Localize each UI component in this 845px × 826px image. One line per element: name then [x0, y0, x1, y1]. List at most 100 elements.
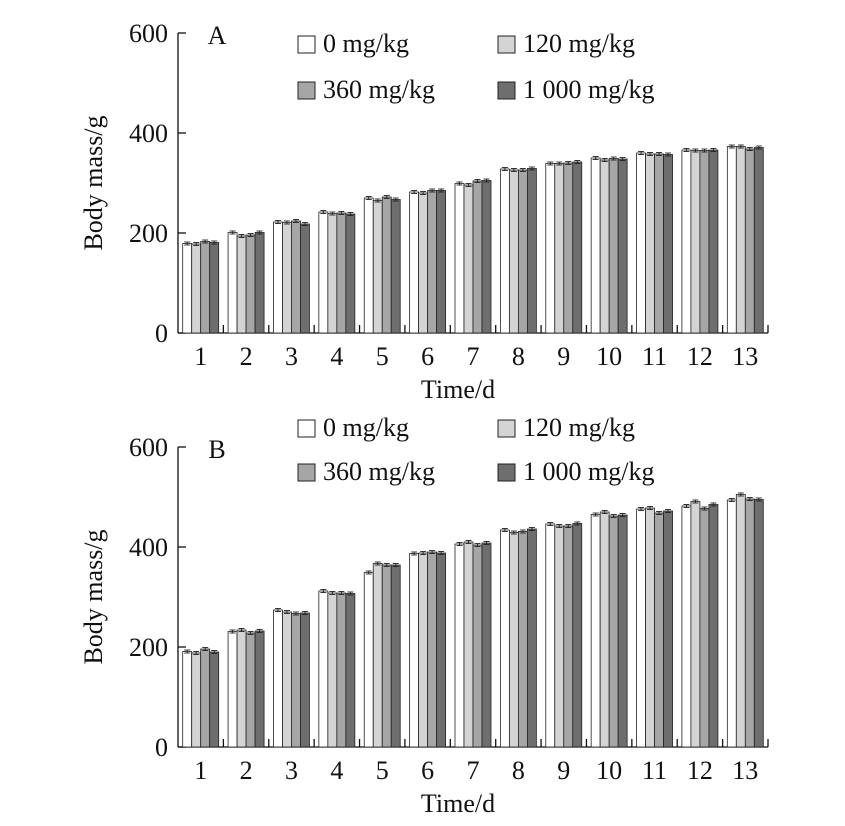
bar-2-day-9: [554, 525, 565, 748]
bar-1-day-9: [545, 523, 556, 748]
x-tick-label: 9: [557, 756, 570, 785]
bar-4-day-3: [300, 223, 310, 334]
bar-1-day-4: [318, 590, 329, 748]
bar-3-day-9: [563, 525, 574, 748]
bar-4-day-9: [572, 523, 583, 748]
bar-4-day-12: [708, 504, 719, 748]
bar-1-day-2: [227, 631, 238, 748]
bar-2-day-4: [327, 592, 338, 748]
bar-1-day-12: [681, 149, 692, 334]
bar-3-day-10: [608, 515, 619, 748]
bar-1-day-2: [227, 232, 238, 334]
bar-2-day-7: [463, 184, 474, 334]
x-tick-label: 6: [421, 756, 434, 785]
bar-1-day-7: [454, 543, 465, 748]
bar-3-day-4: [336, 212, 347, 334]
x-tick-label: 1: [194, 756, 207, 785]
legend-label: 120 mg/kg: [523, 413, 635, 442]
bar-4-day-10: [617, 514, 628, 748]
bar-2-day-12: [690, 150, 701, 334]
bar-1-day-10: [590, 157, 601, 334]
legend-label: 0 mg/kg: [323, 29, 409, 58]
bar-4-day-4: [345, 593, 356, 748]
bar-3-day-12: [699, 150, 710, 334]
bar-1-day-7: [454, 183, 465, 334]
y-tick-label: 400: [129, 119, 168, 148]
bar-4-day-7: [481, 180, 492, 334]
y-tick-label: 400: [129, 533, 168, 562]
legend-swatch: [297, 463, 316, 482]
bar-4-day-11: [663, 510, 673, 748]
bar-3-day-13: [744, 148, 755, 334]
bar-4-day-1: [209, 651, 220, 748]
bar-4-day-1: [209, 242, 220, 334]
bar-3-day-6: [427, 551, 438, 748]
legend-label: 1 000 mg/kg: [523, 75, 654, 104]
bar-1-day-5: [363, 572, 374, 748]
y-tick-label: 0: [155, 319, 168, 348]
bar-4-day-7: [481, 542, 492, 748]
bar-2-day-3: [282, 222, 292, 334]
bar-1-day-6: [409, 553, 420, 748]
x-tick-label: 10: [596, 756, 622, 785]
panel-label: B: [208, 435, 225, 464]
legend-swatch: [297, 419, 316, 438]
legend-swatch: [297, 81, 316, 100]
bar-3-day-10: [608, 158, 619, 334]
bar-4-day-12: [708, 149, 719, 334]
bar-2-day-2: [236, 235, 247, 334]
bar-3-day-8: [517, 169, 528, 334]
x-tick-label: 3: [285, 756, 298, 785]
bar-1-day-1: [182, 651, 193, 748]
x-tick-label: 8: [512, 756, 525, 785]
bar-2-day-11: [645, 507, 655, 748]
x-tick-label: 2: [240, 756, 253, 785]
legend-label: 1 000 mg/kg: [523, 457, 654, 486]
legend-swatch: [497, 81, 516, 100]
bar-1-day-13: [726, 499, 737, 748]
x-tick-label: 8: [512, 342, 525, 371]
legend-swatch: [497, 35, 516, 54]
bar-4-day-13: [753, 499, 764, 748]
y-tick-label: 600: [129, 433, 168, 462]
y-tick-label: 0: [155, 733, 168, 762]
x-tick-label: 6: [421, 342, 434, 371]
bar-1-day-13: [726, 146, 737, 334]
bar-3-day-1: [200, 241, 211, 334]
bar-2-day-5: [372, 563, 383, 748]
bar-2-day-10: [599, 511, 610, 748]
legend-label: 120 mg/kg: [523, 29, 635, 58]
bar-3-day-12: [699, 508, 710, 748]
x-tick-label: 7: [467, 342, 480, 371]
panel-label: A: [208, 21, 227, 50]
bar-3-day-7: [472, 544, 483, 748]
legend-label: 360 mg/kg: [323, 457, 435, 486]
legend-label: 0 mg/kg: [323, 413, 409, 442]
bar-3-day-2: [245, 632, 256, 748]
bar-2-day-2: [236, 629, 247, 748]
bar-1-day-1: [182, 243, 193, 334]
x-axis-label: Time/d: [421, 789, 495, 818]
bar-3-day-11: [654, 153, 664, 334]
legend-swatch: [297, 35, 316, 54]
x-axis-label: Time/d: [421, 375, 495, 404]
y-axis-label: Body mass/g: [79, 529, 108, 664]
bar-4-day-3: [300, 612, 310, 748]
y-tick-label: 200: [129, 219, 168, 248]
bar-1-day-10: [590, 514, 601, 748]
y-tick-label: 200: [129, 633, 168, 662]
bar-4-day-5: [390, 199, 401, 334]
x-tick-label: 3: [285, 342, 298, 371]
bar-4-day-10: [617, 158, 628, 334]
bar-2-day-1: [191, 243, 202, 334]
bar-3-day-8: [517, 531, 528, 748]
x-tick-label: 11: [642, 342, 667, 371]
bar-1-day-11: [636, 152, 646, 334]
bar-1-day-11: [636, 508, 646, 748]
legend-swatch: [497, 463, 516, 482]
x-tick-label: 12: [687, 342, 713, 371]
bar-3-day-4: [336, 592, 347, 748]
